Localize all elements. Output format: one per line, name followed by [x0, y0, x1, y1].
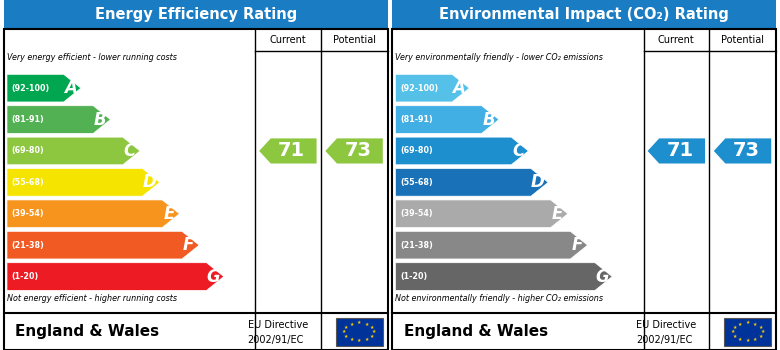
Text: C: C: [512, 142, 524, 160]
Text: (55-68): (55-68): [12, 178, 44, 187]
Text: F: F: [183, 236, 194, 254]
Text: Potential: Potential: [332, 35, 376, 45]
Polygon shape: [395, 169, 548, 196]
Text: ★: ★: [357, 320, 361, 326]
Text: ★: ★: [758, 334, 763, 339]
Text: (21-38): (21-38): [400, 241, 433, 250]
Polygon shape: [395, 106, 499, 133]
Text: ★: ★: [746, 338, 750, 343]
Polygon shape: [7, 263, 224, 290]
Text: ★: ★: [344, 325, 349, 330]
Text: C: C: [123, 142, 136, 160]
Text: (1-20): (1-20): [400, 272, 427, 281]
Text: ★: ★: [370, 334, 374, 339]
Text: Very energy efficient - lower running costs: Very energy efficient - lower running co…: [7, 53, 177, 62]
Text: 2002/91/EC: 2002/91/EC: [247, 335, 304, 345]
Polygon shape: [7, 74, 81, 102]
Text: ★: ★: [746, 320, 750, 326]
Text: E: E: [552, 205, 563, 223]
Text: (69-80): (69-80): [12, 146, 44, 155]
Text: ★: ★: [738, 337, 743, 342]
Polygon shape: [395, 137, 529, 165]
Text: ★: ★: [738, 322, 743, 327]
Text: (1-20): (1-20): [12, 272, 39, 281]
Text: 71: 71: [278, 141, 305, 160]
Text: G: G: [207, 267, 220, 286]
Text: (21-38): (21-38): [12, 241, 44, 250]
Text: D: D: [143, 173, 156, 191]
Text: (55-68): (55-68): [400, 178, 433, 187]
Text: ★: ★: [364, 322, 369, 327]
Polygon shape: [7, 169, 160, 196]
Text: England & Wales: England & Wales: [404, 324, 548, 339]
Text: (81-91): (81-91): [12, 115, 44, 124]
Text: ★: ★: [732, 334, 737, 339]
Text: 71: 71: [667, 141, 693, 160]
Text: B: B: [94, 111, 106, 128]
Text: ★: ★: [357, 338, 361, 343]
Text: (92-100): (92-100): [400, 84, 438, 93]
Text: 73: 73: [733, 141, 760, 160]
Text: Energy Efficiency Rating: Energy Efficiency Rating: [94, 7, 297, 22]
Text: D: D: [531, 173, 544, 191]
Polygon shape: [7, 137, 140, 165]
Text: 2002/91/EC: 2002/91/EC: [636, 335, 693, 345]
Text: (92-100): (92-100): [12, 84, 50, 93]
Text: A: A: [452, 79, 466, 97]
Text: (81-91): (81-91): [400, 115, 433, 124]
Text: G: G: [595, 267, 608, 286]
Text: Not environmentally friendly - higher CO₂ emissions: Not environmentally friendly - higher CO…: [395, 294, 604, 303]
Text: England & Wales: England & Wales: [16, 324, 160, 339]
Polygon shape: [647, 138, 705, 163]
Bar: [392, 0, 776, 29]
Text: ★: ★: [344, 334, 349, 339]
Text: F: F: [572, 236, 583, 254]
Text: B: B: [482, 111, 495, 128]
Text: EU Directive: EU Directive: [247, 320, 308, 330]
Text: A: A: [64, 79, 77, 97]
Bar: [725, 318, 771, 346]
Text: ★: ★: [732, 325, 737, 330]
Bar: [336, 318, 383, 346]
Polygon shape: [7, 200, 179, 228]
Text: ★: ★: [758, 325, 763, 330]
Text: Very environmentally friendly - lower CO₂ emissions: Very environmentally friendly - lower CO…: [395, 53, 603, 62]
Polygon shape: [395, 74, 470, 102]
Text: E: E: [164, 205, 175, 223]
Text: Potential: Potential: [721, 35, 764, 45]
Polygon shape: [7, 106, 111, 133]
Text: ★: ★: [753, 322, 757, 327]
Text: (69-80): (69-80): [400, 146, 433, 155]
Text: ★: ★: [349, 337, 354, 342]
Text: ★: ★: [760, 329, 765, 334]
Polygon shape: [259, 138, 317, 163]
Text: (39-54): (39-54): [400, 209, 433, 218]
Polygon shape: [325, 138, 383, 163]
Text: ★: ★: [753, 337, 757, 342]
Polygon shape: [395, 231, 587, 259]
Text: 73: 73: [345, 141, 371, 160]
Text: Current: Current: [658, 35, 695, 45]
Text: ★: ★: [731, 329, 735, 334]
Bar: [4, 0, 388, 29]
Text: Current: Current: [270, 35, 307, 45]
Text: ★: ★: [364, 337, 369, 342]
Text: ★: ★: [349, 322, 354, 327]
Text: Environmental Impact (CO₂) Rating: Environmental Impact (CO₂) Rating: [439, 7, 729, 22]
Polygon shape: [395, 263, 612, 290]
Text: Not energy efficient - higher running costs: Not energy efficient - higher running co…: [7, 294, 177, 303]
Text: ★: ★: [370, 325, 374, 330]
Polygon shape: [395, 200, 568, 228]
Text: ★: ★: [342, 329, 346, 334]
Polygon shape: [7, 231, 199, 259]
Text: ★: ★: [372, 329, 377, 334]
Polygon shape: [714, 138, 771, 163]
Text: (39-54): (39-54): [12, 209, 44, 218]
Text: EU Directive: EU Directive: [636, 320, 697, 330]
